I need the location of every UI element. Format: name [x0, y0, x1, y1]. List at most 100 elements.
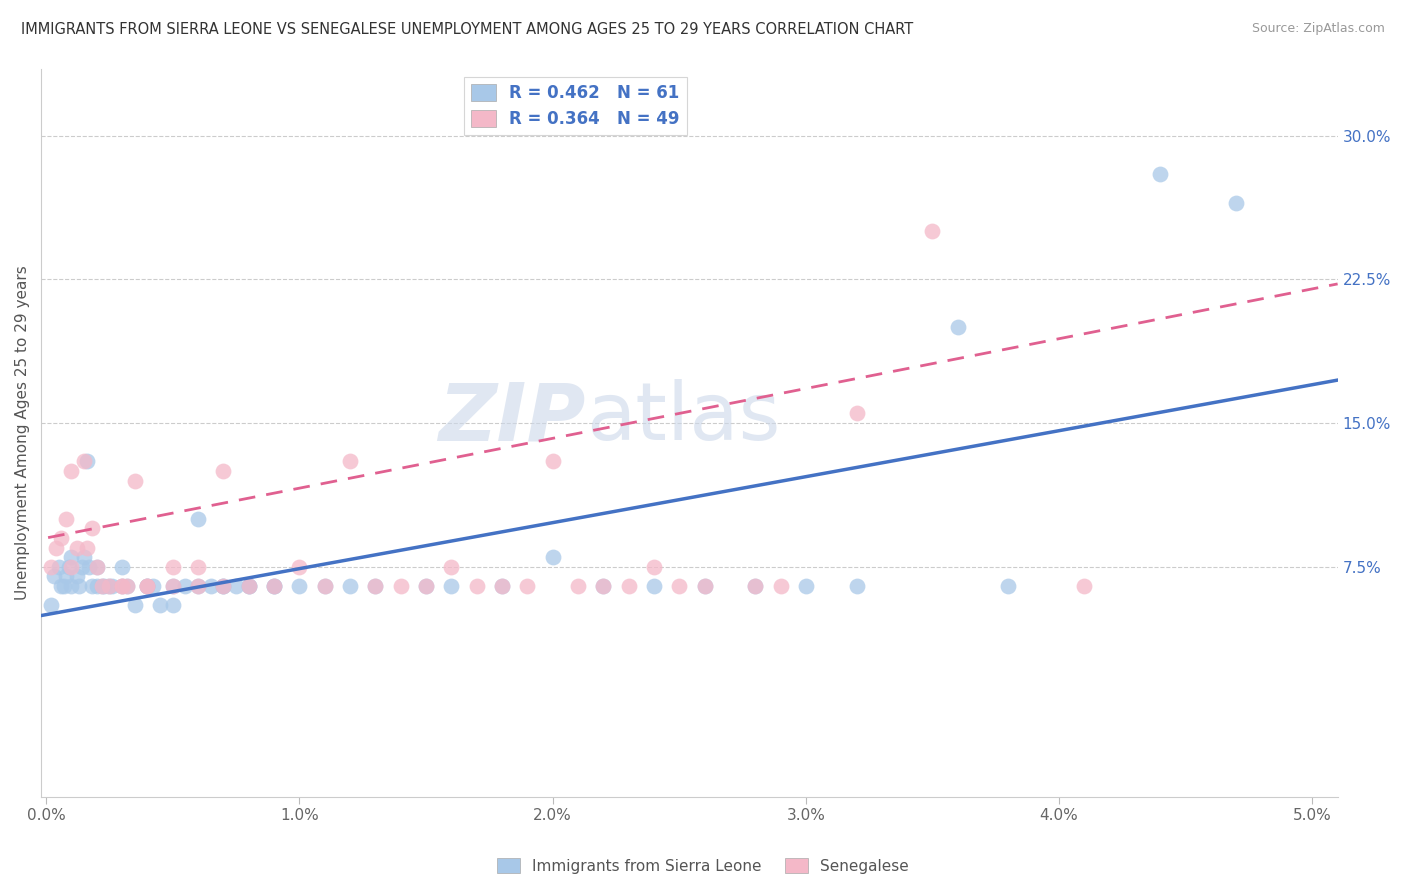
Point	[73, 550, 96, 565]
Point	[288, 559, 311, 574]
Point	[187, 559, 209, 574]
Point	[86, 559, 108, 574]
Point	[769, 579, 792, 593]
Point	[187, 579, 209, 593]
Point	[541, 550, 564, 565]
Point	[111, 579, 134, 593]
Point	[60, 559, 83, 574]
Text: ZIP: ZIP	[439, 379, 586, 457]
Point	[77, 559, 100, 574]
Point	[225, 579, 247, 593]
Point	[1225, 195, 1247, 210]
Point	[90, 579, 112, 593]
Point	[174, 579, 197, 593]
Point	[845, 406, 868, 420]
Point	[491, 579, 513, 593]
Point	[141, 579, 163, 593]
Point	[1073, 579, 1095, 593]
Point	[39, 559, 62, 574]
Point	[55, 569, 77, 583]
Point	[42, 569, 65, 583]
Point	[162, 598, 184, 612]
Point	[124, 598, 146, 612]
Point	[643, 559, 665, 574]
Point	[212, 579, 235, 593]
Point	[288, 579, 311, 593]
Point	[440, 559, 463, 574]
Point	[592, 579, 614, 593]
Point	[124, 474, 146, 488]
Point	[60, 550, 83, 565]
Point	[65, 569, 87, 583]
Legend: Immigrants from Sierra Leone, Senegalese: Immigrants from Sierra Leone, Senegalese	[491, 852, 915, 880]
Point	[65, 541, 87, 555]
Point	[162, 579, 184, 593]
Point	[115, 579, 138, 593]
Point	[80, 579, 103, 593]
Point	[111, 579, 134, 593]
Point	[76, 541, 98, 555]
Point	[212, 579, 235, 593]
Point	[73, 454, 96, 468]
Point	[51, 531, 73, 545]
Point	[39, 598, 62, 612]
Point	[921, 224, 943, 238]
Legend: R = 0.462   N = 61, R = 0.364   N = 49: R = 0.462 N = 61, R = 0.364 N = 49	[464, 77, 686, 135]
Point	[48, 559, 70, 574]
Point	[238, 579, 260, 593]
Point	[339, 579, 361, 593]
Point	[52, 579, 75, 593]
Point	[364, 579, 387, 593]
Point	[187, 579, 209, 593]
Point	[946, 320, 969, 334]
Point	[136, 579, 159, 593]
Point	[415, 579, 437, 593]
Point	[1149, 167, 1171, 181]
Point	[111, 579, 134, 593]
Point	[845, 579, 868, 593]
Text: IMMIGRANTS FROM SIERRA LEONE VS SENEGALESE UNEMPLOYMENT AMONG AGES 25 TO 29 YEAR: IMMIGRANTS FROM SIERRA LEONE VS SENEGALE…	[21, 22, 914, 37]
Point	[162, 559, 184, 574]
Point	[314, 579, 336, 593]
Point	[115, 579, 138, 593]
Y-axis label: Unemployment Among Ages 25 to 29 years: Unemployment Among Ages 25 to 29 years	[15, 265, 30, 600]
Point	[465, 579, 488, 593]
Point	[238, 579, 260, 593]
Point	[60, 464, 83, 478]
Point	[200, 579, 222, 593]
Point	[90, 579, 112, 593]
Point	[80, 521, 103, 535]
Point	[86, 559, 108, 574]
Point	[364, 579, 387, 593]
Point	[238, 579, 260, 593]
Point	[592, 579, 614, 593]
Point	[668, 579, 690, 593]
Point	[93, 579, 115, 593]
Point	[516, 579, 538, 593]
Point	[162, 579, 184, 593]
Point	[389, 579, 412, 593]
Point	[76, 454, 98, 468]
Point	[58, 559, 80, 574]
Point	[415, 579, 437, 593]
Point	[187, 512, 209, 526]
Point	[567, 579, 589, 593]
Point	[70, 559, 93, 574]
Point	[744, 579, 766, 593]
Point	[101, 579, 124, 593]
Point	[643, 579, 665, 593]
Point	[67, 579, 90, 593]
Point	[744, 579, 766, 593]
Point	[794, 579, 817, 593]
Point	[98, 579, 121, 593]
Point	[440, 579, 463, 593]
Point	[617, 579, 640, 593]
Point	[997, 579, 1019, 593]
Point	[136, 579, 159, 593]
Point	[136, 579, 159, 593]
Point	[111, 559, 134, 574]
Point	[263, 579, 285, 593]
Point	[212, 464, 235, 478]
Point	[51, 579, 73, 593]
Point	[98, 579, 121, 593]
